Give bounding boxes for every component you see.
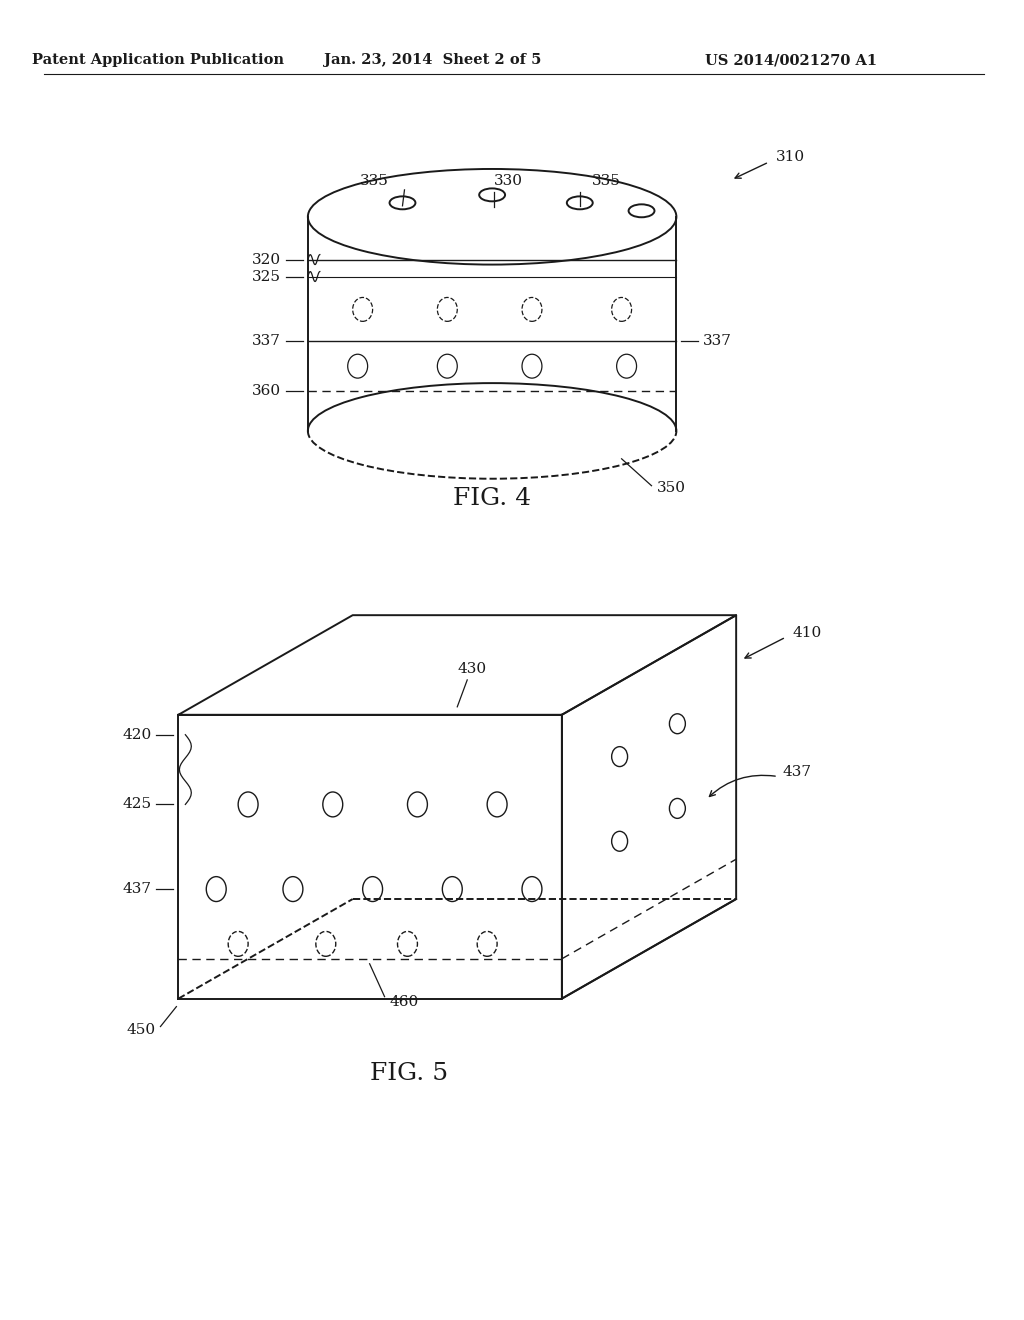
Text: 350: 350 bbox=[656, 480, 685, 495]
Text: 320: 320 bbox=[252, 252, 281, 267]
Text: FIG. 5: FIG. 5 bbox=[371, 1061, 449, 1085]
Text: 420: 420 bbox=[122, 727, 152, 742]
Text: Patent Application Publication: Patent Application Publication bbox=[33, 53, 285, 67]
Text: 335: 335 bbox=[592, 174, 622, 187]
Text: 325: 325 bbox=[252, 269, 281, 284]
Text: 310: 310 bbox=[776, 150, 805, 164]
Text: 450: 450 bbox=[126, 1023, 156, 1036]
Text: 410: 410 bbox=[793, 626, 822, 640]
Text: US 2014/0021270 A1: US 2014/0021270 A1 bbox=[705, 53, 877, 67]
Text: 425: 425 bbox=[123, 797, 152, 812]
Text: 430: 430 bbox=[458, 661, 486, 676]
Text: 337: 337 bbox=[252, 334, 281, 348]
Text: 337: 337 bbox=[703, 334, 732, 348]
Text: 437: 437 bbox=[783, 764, 812, 779]
Text: 460: 460 bbox=[389, 995, 419, 1008]
Text: 360: 360 bbox=[252, 384, 281, 399]
Text: Jan. 23, 2014  Sheet 2 of 5: Jan. 23, 2014 Sheet 2 of 5 bbox=[324, 53, 541, 67]
Text: 335: 335 bbox=[360, 174, 389, 187]
Text: FIG. 4: FIG. 4 bbox=[453, 487, 531, 510]
Text: 330: 330 bbox=[494, 174, 522, 187]
Text: 437: 437 bbox=[123, 882, 152, 896]
